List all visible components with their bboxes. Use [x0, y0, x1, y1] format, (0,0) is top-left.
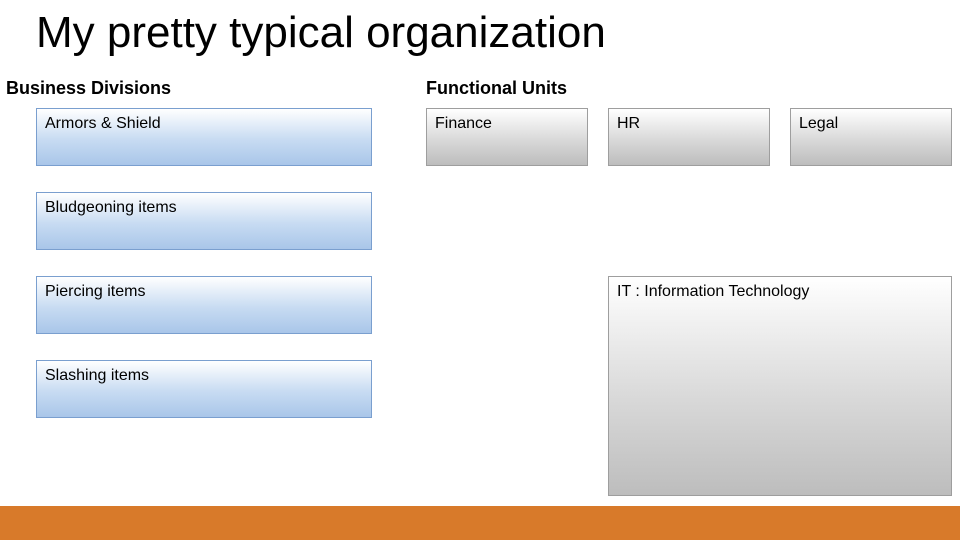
- unit-box-legal: Legal: [790, 108, 952, 166]
- section-label-functional-units: Functional Units: [426, 78, 567, 99]
- unit-box-it: IT : Information Technology: [608, 276, 952, 496]
- division-box-bludgeoning: Bludgeoning items: [36, 192, 372, 250]
- division-box-armors-shield: Armors & Shield: [36, 108, 372, 166]
- unit-box-hr: HR: [608, 108, 770, 166]
- division-box-slashing: Slashing items: [36, 360, 372, 418]
- division-box-piercing: Piercing items: [36, 276, 372, 334]
- unit-box-finance: Finance: [426, 108, 588, 166]
- page-title: My pretty typical organization: [36, 8, 606, 58]
- section-label-business-divisions: Business Divisions: [6, 78, 171, 99]
- footer-bar: [0, 506, 960, 540]
